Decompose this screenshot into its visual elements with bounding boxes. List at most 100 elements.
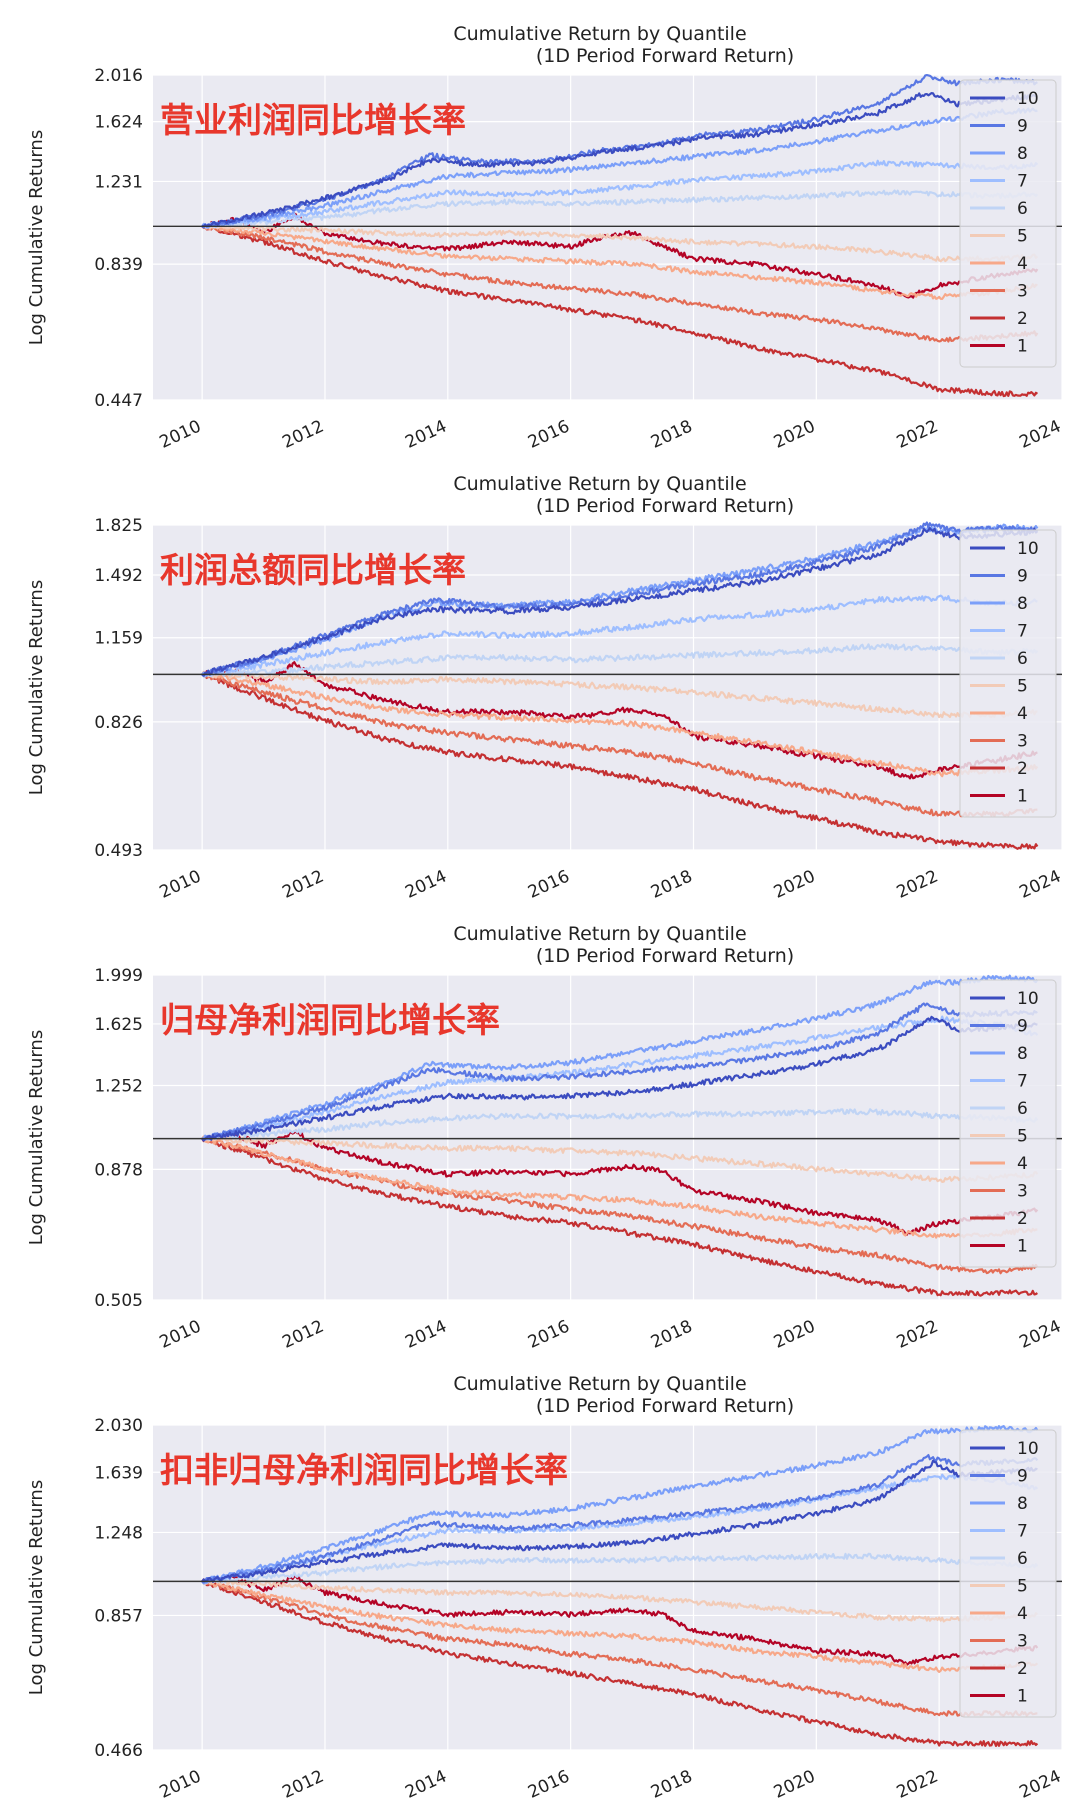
y-tick-label: 1.159: [94, 629, 143, 649]
series-line-3: [202, 1580, 1038, 1717]
series-line-10: [201, 1015, 1038, 1142]
plot-area: [153, 975, 1062, 1300]
y-tick-label: 0.493: [94, 841, 143, 861]
legend-label-4: 4: [1017, 254, 1028, 274]
series-line-5: [202, 1135, 1039, 1183]
legend-frame: [959, 979, 1057, 1268]
legend-label-7: 7: [1017, 1522, 1028, 1542]
y-tick-label: 1.231: [94, 172, 143, 192]
legend-frame: [959, 1429, 1057, 1718]
series-line-7: [201, 159, 1039, 229]
series-line-2: [201, 673, 1039, 850]
series-line-1: [201, 1129, 1039, 1236]
y-tick-label: 0.857: [94, 1606, 143, 1626]
x-tick-label: 2020: [771, 416, 819, 450]
legend-label-8: 8: [1017, 144, 1028, 164]
legend-label-2: 2: [1017, 759, 1028, 779]
x-tick-label: 2024: [1016, 1766, 1064, 1800]
series-line-2: [201, 1138, 1038, 1297]
series-line-5: [201, 1578, 1039, 1623]
legend-label-4: 4: [1017, 1154, 1028, 1174]
x-tick-label: 2016: [525, 1316, 573, 1350]
chart-title: Cumulative Return by Quantile: [453, 1373, 746, 1395]
y-tick-label: 1.999: [94, 966, 143, 986]
legend-label-5: 5: [1017, 227, 1028, 247]
y-tick-label: 1.639: [94, 1463, 143, 1483]
legend-label-10: 10: [1017, 89, 1039, 109]
legend-label-2: 2: [1017, 1659, 1028, 1679]
x-tick-label: 2022: [894, 1766, 942, 1800]
x-tick-label: 2024: [1016, 866, 1064, 900]
x-tick-label: 2010: [157, 1766, 205, 1800]
series-line-1: [201, 212, 1039, 299]
metric-annotation: 营业利润同比增长率: [160, 101, 466, 141]
legend-label-2: 2: [1017, 1209, 1028, 1229]
series-group: [201, 974, 1039, 1297]
x-tick-label: 2014: [402, 1316, 450, 1350]
legend-label-8: 8: [1017, 594, 1028, 614]
y-tick-label: 0.878: [94, 1160, 143, 1180]
legend-frame: [959, 529, 1057, 818]
series-line-10: [201, 527, 1039, 677]
x-tick-label: 2014: [402, 1766, 450, 1800]
series-line-4: [201, 670, 1039, 778]
chart-subtitle: (1D Period Forward Return): [536, 945, 794, 967]
x-tick-label: 2012: [279, 1316, 327, 1350]
chart-subtitle: (1D Period Forward Return): [536, 45, 794, 67]
chart-subtitle: (1D Period Forward Return): [536, 1395, 794, 1417]
metric-annotation: 归母净利润同比增长率: [160, 1001, 500, 1041]
legend-label-7: 7: [1017, 622, 1028, 642]
x-tick-label: 2024: [1016, 416, 1064, 450]
legend-label-3: 3: [1017, 1182, 1028, 1202]
legend-label-10: 10: [1017, 539, 1039, 559]
x-tick-label: 2014: [402, 866, 450, 900]
legend: 10 9 8 7 6 5 4 3 2 1: [959, 529, 1057, 818]
y-tick-label: 2.030: [94, 1416, 143, 1436]
legend-label-10: 10: [1017, 989, 1039, 1009]
series-line-4: [201, 1135, 1038, 1239]
x-tick-label: 2018: [648, 1766, 696, 1800]
series-group: [201, 521, 1039, 850]
series-group: [201, 1425, 1039, 1747]
y-tick-label: 1.825: [94, 516, 143, 536]
legend-label-5: 5: [1017, 1577, 1028, 1597]
series-line-10: [201, 92, 1038, 228]
legend: 10 9 8 7 6 5 4 3 2 1: [959, 1429, 1057, 1718]
legend-label-4: 4: [1017, 1604, 1028, 1624]
x-tick-label: 2018: [648, 866, 696, 900]
x-tick-label: 2018: [648, 1316, 696, 1350]
series-line-7: [201, 594, 1038, 678]
legend-label-4: 4: [1017, 704, 1028, 724]
chart-4: Cumulative Return by Quantile(1D Period …: [26, 1373, 1064, 1800]
legend-label-9: 9: [1017, 1017, 1028, 1037]
series-line-6: [201, 643, 1039, 678]
y-tick-label: 0.826: [94, 713, 143, 733]
series-line-10: [201, 1459, 1038, 1583]
legend-label-9: 9: [1017, 1467, 1028, 1487]
chart-title: Cumulative Return by Quantile: [453, 473, 746, 495]
y-tick-label: 0.505: [94, 1291, 143, 1311]
series-line-6: [201, 1552, 1039, 1585]
legend-label-2: 2: [1017, 309, 1028, 329]
chart-1: Cumulative Return by Quantile(1D Period …: [26, 23, 1064, 450]
series-line-9: [201, 521, 1039, 678]
series-line-2: [201, 224, 1039, 398]
legend-label-5: 5: [1017, 1127, 1028, 1147]
y-tick-label: 0.466: [94, 1741, 143, 1761]
chart-subtitle: (1D Period Forward Return): [536, 495, 794, 517]
legend-label-3: 3: [1017, 1632, 1028, 1652]
legend-label-6: 6: [1017, 1549, 1028, 1569]
series-line-7: [201, 1015, 1039, 1140]
legend-label-8: 8: [1017, 1044, 1028, 1064]
y-tick-label: 1.248: [94, 1523, 143, 1543]
legend-label-1: 1: [1017, 1237, 1028, 1257]
series-line-2: [201, 1578, 1039, 1747]
series-line-1: [201, 661, 1038, 780]
x-tick-label: 2016: [525, 1766, 573, 1800]
legend: 10 9 8 7 6 5 4 3 2 1: [959, 79, 1057, 368]
series-group: [201, 74, 1039, 398]
x-tick-label: 2020: [771, 1766, 819, 1800]
x-tick-label: 2022: [894, 1316, 942, 1350]
legend-label-9: 9: [1017, 567, 1028, 587]
y-tick-label: 0.839: [94, 255, 143, 275]
